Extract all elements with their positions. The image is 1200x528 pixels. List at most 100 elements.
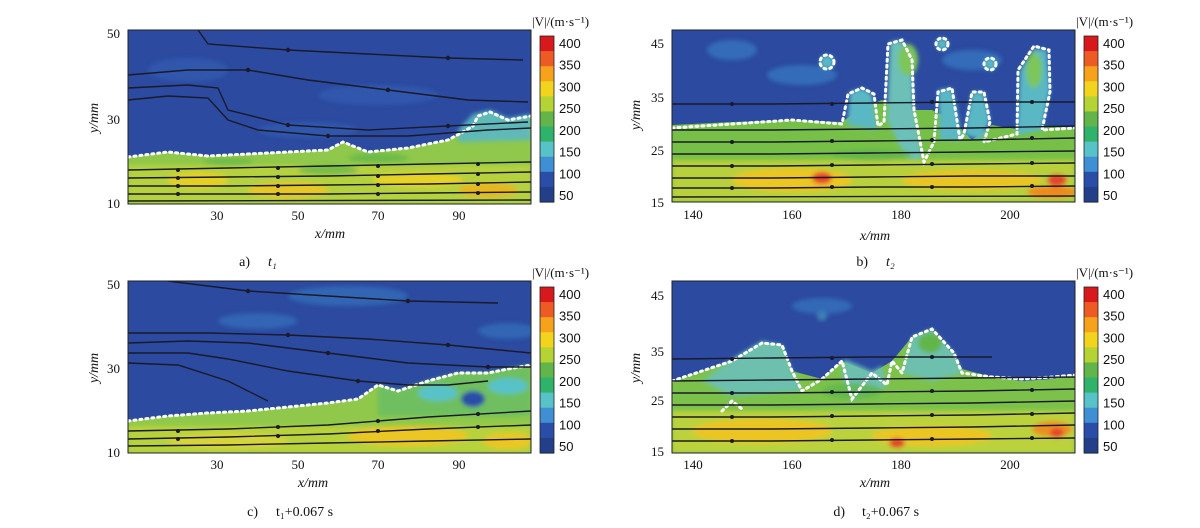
panel-d-ytick: 45 — [651, 288, 664, 303]
panel-c-frame — [127, 280, 532, 454]
panel-b-caption-letter: b) — [856, 255, 868, 270]
colorbar-tick: 50 — [1103, 188, 1117, 203]
colorbar-segment — [1084, 362, 1098, 379]
colorbar-tick: 100 — [1103, 417, 1125, 432]
colorbar-segment — [1084, 81, 1098, 97]
panel-b-streamlines — [672, 101, 1075, 198]
panel-b-ytick: 35 — [651, 90, 664, 105]
colorbar-title: |V|/(m·s⁻¹) — [1076, 14, 1133, 29]
panel-c-ylabel: y/mm — [87, 353, 102, 385]
panel-a-caption-letter: a) — [239, 255, 250, 270]
panel-b-ylabel: y/mm — [629, 100, 644, 132]
colorbar-segment — [540, 81, 554, 97]
panel-b-plot — [672, 30, 1075, 202]
colorbar-segment — [1084, 407, 1098, 424]
colorbar-tick: 100 — [559, 417, 581, 432]
colorbar-tick: 50 — [559, 188, 573, 203]
panel-c-caption-time: t₁+0.067 s — [276, 505, 333, 520]
panel-a-plot — [128, 30, 531, 204]
colorbar-tick: 300 — [1103, 79, 1125, 94]
colorbar-tick: 100 — [1103, 166, 1125, 181]
colorbar-tick: 350 — [1103, 309, 1125, 324]
panel-a-streamlines — [128, 30, 531, 202]
colorbar-segment — [1084, 96, 1098, 113]
colorbar-tick: 150 — [559, 145, 581, 160]
colorbar-tick: 100 — [559, 166, 581, 181]
colorbar-segment — [1084, 36, 1098, 52]
panel-c-streamlines — [128, 281, 531, 447]
colorbars: |V|/(m·s⁻¹)40035030025020015010050|V|/(m… — [532, 14, 1133, 454]
colorbar-tick: 250 — [1103, 352, 1125, 367]
panel-d-caption-time: t₂+0.067 s — [862, 505, 919, 520]
colorbar: |V|/(m·s⁻¹) 400 350 300 250 200 150 100 50 — [1076, 14, 1133, 203]
panel-d-frame — [671, 280, 1076, 454]
colorbar-segment — [1084, 302, 1098, 318]
panel-b-ytick: 25 — [651, 143, 664, 158]
colorbar-segment — [1084, 51, 1098, 67]
colorbar-segment — [1084, 287, 1098, 303]
colorbar-tick: 300 — [559, 330, 581, 345]
colorbar: |V|/(m·s⁻¹) 400 350 300 250 200 150 100 50 — [532, 265, 589, 454]
panel-a-xtick: 90 — [453, 208, 466, 223]
panel-a-xlabel: x/mm — [314, 227, 345, 242]
panel-b-xtick: 160 — [782, 207, 802, 222]
panel-a-interface — [128, 110, 531, 159]
colorbar-tick: 200 — [559, 374, 581, 389]
colorbar-segment — [1084, 437, 1098, 454]
colorbar-tick: 250 — [559, 101, 581, 116]
colorbar-segment — [540, 96, 554, 113]
colorbar-segment — [540, 407, 554, 424]
colorbar-segment — [540, 51, 554, 67]
panel-c-xlabel: x/mm — [297, 476, 328, 491]
panel-b-ytick: 15 — [651, 195, 664, 210]
colorbar-tick: 150 — [1103, 145, 1125, 160]
colorbar-segment — [1084, 141, 1098, 158]
colorbar-tick: 150 — [1103, 396, 1125, 411]
colorbar-frame — [539, 286, 555, 454]
panel-d-streamlines — [672, 356, 1075, 442]
colorbar-segment — [540, 111, 554, 128]
panel-c-caption-letter: c) — [247, 505, 258, 520]
colorbar-segment — [1084, 66, 1098, 82]
colorbar-tick: 200 — [1103, 374, 1125, 389]
colorbar-tick: 50 — [1103, 439, 1117, 454]
colorbar-tick: 350 — [1103, 58, 1125, 73]
colorbar-tick: 400 — [559, 36, 581, 51]
colorbar-tick: 150 — [559, 396, 581, 411]
panel-b: 45 35 25 15 140 160 180 200 x/mm y/mm b)… — [629, 29, 1076, 270]
panel-d-caption-letter: d) — [833, 505, 845, 520]
panel-a-frame — [127, 29, 532, 205]
colorbar-segment — [1084, 126, 1098, 143]
panel-b-xtick: 200 — [1000, 207, 1020, 222]
colorbar-segment — [540, 377, 554, 394]
colorbar-segment — [1084, 392, 1098, 409]
panel-c-xtick: 50 — [292, 457, 305, 472]
panel-d-ytick: 25 — [651, 393, 664, 408]
panel-b-ticks: 45 35 25 15 140 160 180 200 — [651, 36, 1020, 222]
panel-c-xtick: 70 — [372, 457, 385, 472]
panel-a-xtick: 70 — [372, 208, 385, 223]
colorbar-tick: 300 — [559, 79, 581, 94]
panel-d-xtick: 180 — [891, 457, 911, 472]
colorbar-tick: 400 — [559, 287, 581, 302]
panel-c-xtick: 30 — [211, 457, 224, 472]
panel-d-ytick: 35 — [651, 344, 664, 359]
colorbar-segment — [540, 171, 554, 188]
colorbar-tick: 400 — [1103, 36, 1125, 51]
colorbar-tick: 350 — [559, 58, 581, 73]
panel-a: 50 30 10 30 50 70 90 x/mm y/mm a) t₁ — [87, 26, 532, 270]
colorbar-segment — [1084, 422, 1098, 439]
colorbar-segment — [540, 141, 554, 158]
panel-c-interface — [128, 363, 531, 423]
panel-b-interface — [672, 36, 1075, 167]
colorbar-segment — [540, 186, 554, 203]
panel-a-ticks: 50 30 10 30 50 70 90 — [107, 26, 466, 223]
colorbar-segment — [540, 66, 554, 82]
colorbar-frame — [1083, 35, 1099, 203]
panel-c-ytick: 30 — [107, 361, 120, 376]
panel-d-ytick: 15 — [651, 444, 664, 459]
colorbar-segment — [540, 156, 554, 173]
panel-a-ytick: 30 — [107, 112, 120, 127]
colorbar: |V|/(m·s⁻¹) 400 350 300 250 200 150 100 50 — [1076, 265, 1133, 454]
